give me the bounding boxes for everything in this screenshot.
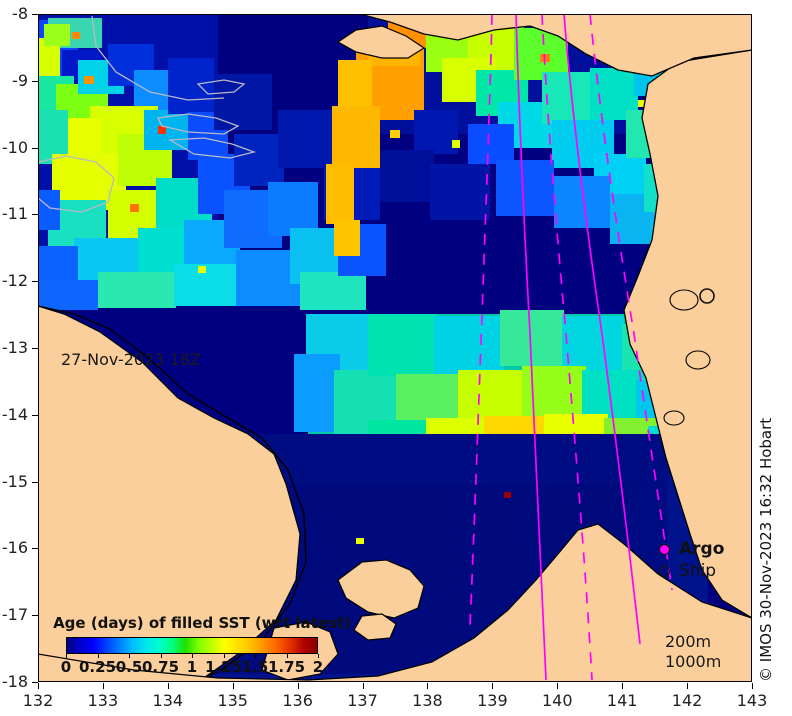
argo-track-3 [541, 14, 593, 681]
y-axis-tick [32, 14, 38, 15]
depth-contour-labels: 200m 1000m [665, 632, 721, 672]
depth-label-1000m: 1000m [665, 652, 722, 671]
x-axis-tick-label: 132 [22, 691, 54, 710]
y-axis-tick-label: -8 [12, 4, 28, 23]
colorbar-tick [129, 654, 130, 658]
colorbar-title: Age (days) of filled SST (wrt latest) [53, 614, 351, 632]
legend-label-argo: Argo [679, 539, 725, 559]
argo-track-layer [469, 14, 715, 681]
x-axis-tick-label: 135 [217, 691, 248, 710]
legend-item-argo: Argo [653, 538, 724, 560]
y-axis-tick-label: -9 [12, 70, 28, 90]
colorbar-tick [160, 654, 162, 658]
y-axis-tick [32, 548, 38, 550]
argo-track-2 [515, 14, 547, 681]
y-axis-tick-label: -15 [1, 471, 28, 491]
y-axis-tick [32, 147, 38, 149]
x-axis-tick [492, 683, 494, 689]
y-axis-tick-label: -12 [1, 271, 28, 291]
colorbar-gradient [66, 637, 318, 654]
colorbar-tick-label: 0.75 [141, 658, 180, 676]
x-axis-tick-label: 141 [606, 691, 638, 710]
colorbar-tick [192, 654, 193, 658]
colorbar-tick [286, 654, 288, 658]
colorbar-tick [318, 654, 319, 658]
colorbar-tick [255, 654, 256, 658]
x-axis-tick [622, 683, 624, 689]
colorbar-tick-label: 0.5 [115, 658, 143, 676]
colorbar-tick-label: 1.25 [204, 658, 243, 676]
x-axis-tick [427, 683, 429, 689]
y-axis-tick-label: -16 [1, 538, 28, 558]
x-axis-tick-label: 137 [347, 691, 378, 710]
argo-marker-icon [653, 544, 675, 554]
x-axis-tick [102, 683, 104, 689]
x-axis-tick-label: 143 [736, 691, 768, 710]
x-axis-tick [687, 683, 689, 689]
y-axis-tick-label: -18 [1, 672, 28, 691]
copyright-text: © IMOS 30-Nov-2023 16:32 Hobart [757, 417, 775, 682]
x-axis-tick [752, 683, 753, 689]
y-axis-tick-label: -10 [1, 137, 28, 157]
y-axis-tick-label: -11 [1, 204, 28, 224]
map-plot-area[interactable]: 27-Nov-2023 18Z 200m 1000m Argo Ship [38, 14, 752, 682]
x-axis-tick-label: 133 [87, 691, 119, 710]
colorbar-tick-label: 0.25 [78, 658, 117, 676]
colorbar-tick-label: 1.5 [241, 658, 269, 676]
colorbar-tick [66, 654, 67, 658]
x-axis-tick-label: 136 [282, 691, 313, 710]
ship-marker-icon [653, 565, 675, 577]
y-axis-tick [32, 214, 38, 216]
argo-track-1 [469, 14, 493, 627]
y-axis-tick [32, 481, 38, 483]
colorbar-tick-label: 2 [312, 658, 324, 676]
x-axis-tick-label: 134 [152, 691, 184, 710]
y-axis-tick [32, 682, 38, 683]
y-axis-tick [32, 281, 38, 283]
x-axis-tick-label: 138 [412, 691, 443, 710]
colorbar-tick-label: 1.75 [267, 658, 306, 676]
x-axis-tick [362, 683, 364, 689]
y-axis-tick-label: -14 [1, 404, 28, 424]
x-axis-tick [167, 683, 169, 689]
x-axis-tick [232, 683, 234, 689]
map-legend: Argo Ship [653, 538, 724, 582]
legend-item-ship: Ship [653, 560, 724, 582]
y-axis-tick [32, 414, 38, 416]
legend-label-ship: Ship [679, 561, 717, 581]
x-axis-tick [38, 683, 39, 689]
x-axis-tick-label: 140 [541, 691, 573, 710]
x-axis-tick [297, 683, 299, 689]
y-axis-tick-label: -13 [1, 338, 28, 357]
y-axis-tick-label: -17 [1, 605, 28, 625]
argo-track-4 [563, 14, 641, 645]
ship-marker [699, 288, 715, 304]
x-axis-tick-label: 139 [477, 691, 508, 710]
colorbar-tick-label: 0 [60, 658, 72, 676]
x-axis-tick-label: 142 [671, 691, 703, 710]
depth-label-200m: 200m [665, 632, 712, 651]
y-axis-tick [32, 80, 38, 82]
colorbar-tick-label: 1 [186, 658, 198, 676]
colorbar-tick-labels: 0 0.25 0.5 0.75 1 1.25 1.5 1.75 2 [52, 658, 352, 680]
x-axis-tick [557, 683, 559, 689]
argo-track-5 [589, 14, 673, 591]
y-axis-tick [32, 348, 38, 349]
colorbar-tick [223, 654, 225, 658]
y-axis-tick [32, 615, 38, 617]
colorbar-tick [97, 654, 99, 658]
date-stamp: 27-Nov-2023 18Z [61, 350, 201, 369]
